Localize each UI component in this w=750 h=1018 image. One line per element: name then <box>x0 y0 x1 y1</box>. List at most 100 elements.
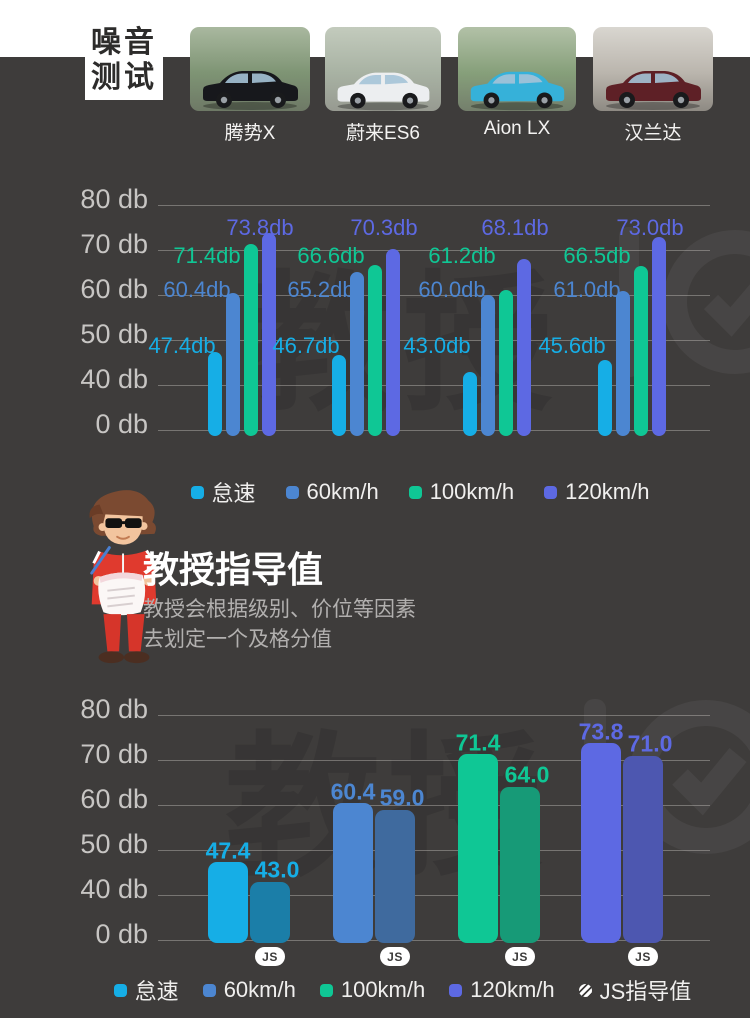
bar <box>463 371 477 436</box>
bar-value-label: 47.4 <box>205 837 251 864</box>
car-photo <box>325 27 441 111</box>
guide-desc-line1: 教授会根据级别、价位等因素 <box>143 598 416 621</box>
car-name: Aion LX <box>483 118 551 139</box>
bar-js-guide <box>623 755 663 943</box>
professor-illustration <box>66 483 184 674</box>
bar-value-label: 61.2db <box>428 243 496 268</box>
legend-label: 怠速 <box>134 979 179 1004</box>
bar <box>332 354 346 436</box>
bar <box>208 351 222 436</box>
bar <box>652 236 666 436</box>
bar-value-label: 43.0 <box>254 856 300 882</box>
bar <box>517 258 531 436</box>
bar <box>386 248 400 436</box>
js-badge: JS <box>380 947 410 966</box>
bar <box>581 742 621 943</box>
bar-value-label: 47.4db <box>148 333 216 358</box>
bar <box>598 359 612 436</box>
bar-value-label: 46.7db <box>272 333 340 358</box>
legend-item: 120km/h <box>449 977 555 1003</box>
bar <box>458 753 498 943</box>
bar-value-label: 60.4db <box>163 277 231 302</box>
bar <box>208 861 248 943</box>
car-photo <box>190 27 310 111</box>
legend-item: 怠速 <box>113 974 179 1006</box>
legend-label: 120km/h <box>470 977 555 1002</box>
axis-tick-label: 70 db <box>80 229 148 259</box>
car-name: 蔚来ES6 <box>346 123 420 144</box>
legend-swatch <box>449 983 463 997</box>
legend-label: 60km/h <box>306 479 379 504</box>
legend-item: 100km/h <box>319 977 426 1003</box>
chart2-legend: 怠速 60km/h 100km/h 120km/h JS指导值 <box>55 974 750 1006</box>
bar <box>350 271 364 436</box>
legend-swatch <box>202 983 216 997</box>
gridline <box>158 760 710 761</box>
legend-label: 100km/h <box>429 479 515 504</box>
bar-value-label: 68.1db <box>481 215 549 240</box>
bar <box>368 265 382 436</box>
axis-tick-label: 50 db <box>80 319 148 349</box>
gridline <box>158 430 710 431</box>
car-illustration <box>470 71 565 111</box>
legend-label: 怠速 <box>211 481 256 506</box>
gridline <box>158 385 710 386</box>
legend-swatch <box>285 485 299 499</box>
bar <box>244 243 258 436</box>
legend-item: 60km/h <box>285 479 379 505</box>
badge-line2: 测试 <box>91 61 157 94</box>
bar-js-guide <box>500 787 540 943</box>
bar-value-label: 43.0db <box>403 333 471 358</box>
axis-tick-label: 50 db <box>80 829 148 859</box>
legend-swatch <box>190 485 204 499</box>
legend-label: 100km/h <box>340 977 426 1002</box>
bar <box>634 265 648 436</box>
axis-tick-label: 40 db <box>80 364 148 394</box>
axis-tick-label: 0 db <box>95 409 148 439</box>
axis-tick-label: 80 db <box>80 184 148 214</box>
gridline <box>158 715 710 716</box>
legend-label: 60km/h <box>223 977 296 1002</box>
gridline <box>158 340 710 341</box>
gridline <box>158 895 710 896</box>
axis-tick-label: 80 db <box>80 694 148 724</box>
axis-tick-label: 60 db <box>80 274 148 304</box>
bar-value-label: 61.0db <box>553 277 621 302</box>
watermark-text: 教授 <box>245 260 562 428</box>
bar <box>262 232 276 436</box>
bar-value-label: 65.2db <box>287 277 355 302</box>
axis-tick-label: 0 db <box>95 919 148 949</box>
car-photo <box>458 27 576 111</box>
legend-item: 120km/h <box>544 479 649 505</box>
professor-guide-chart: 教授 80 db 70 db 60 db 50 db 40 db 0 db 47.4 43.0… <box>60 694 750 975</box>
car-illustration <box>203 71 298 110</box>
legend-label: 120km/h <box>565 479 650 504</box>
bar-value-label: 66.6db <box>297 243 365 268</box>
bar-value-label: 60.4 <box>330 778 376 805</box>
legend-swatch <box>319 983 333 997</box>
bar-js-guide <box>375 809 415 943</box>
legend-swatch <box>544 485 558 499</box>
bar-value-label: 73.0db <box>616 215 684 240</box>
noise-test-chart: 教授 80 db 70 db 60 db 50 db 40 db 0 db 47.4db 46… <box>60 184 750 465</box>
bar-value-label: 59.0 <box>379 784 425 810</box>
bar-value-label: 73.8 <box>578 718 624 745</box>
bar-value-label: 66.5db <box>563 243 631 268</box>
legend-item: 60km/h <box>202 977 296 1003</box>
legend-item: 100km/h <box>408 479 515 505</box>
gridline <box>158 805 710 806</box>
chart1-legend: 怠速 60km/h 100km/h 120km/h <box>90 476 750 508</box>
gridline <box>158 205 710 206</box>
guide-desc-line2: 去划定一个及格分值 <box>143 628 332 651</box>
bar-value-label: 71.4db <box>173 243 241 268</box>
gridline <box>158 850 710 851</box>
bar <box>616 290 630 436</box>
bar-value-label: 45.6db <box>538 333 606 358</box>
legend-label: JS指导值 <box>599 979 692 1004</box>
badge-line1: 噪音 <box>91 26 157 59</box>
js-badge: JS <box>628 947 658 966</box>
legend-swatch <box>113 983 127 997</box>
bar-js-guide <box>250 881 290 943</box>
bar-value-label: 70.3db <box>350 215 418 240</box>
car-illustration <box>606 71 701 110</box>
